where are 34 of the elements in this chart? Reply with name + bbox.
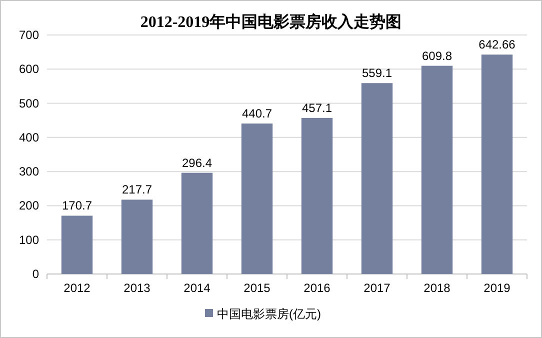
bar xyxy=(241,124,273,274)
y-tick-label: 100 xyxy=(18,232,40,247)
x-tick-label: 2012 xyxy=(64,281,91,295)
x-tick-label: 2019 xyxy=(484,281,511,295)
y-tick-label: 400 xyxy=(18,130,40,144)
bar xyxy=(301,118,333,274)
y-tick-label: 700 xyxy=(18,28,40,42)
x-tick-label: 2013 xyxy=(124,281,151,295)
bar xyxy=(481,54,513,274)
x-tick-label: 2015 xyxy=(244,281,271,295)
bar xyxy=(361,83,393,274)
data-label: 217.7 xyxy=(122,182,152,197)
x-tick-label: 2017 xyxy=(364,281,391,295)
data-label: 609.8 xyxy=(422,48,452,63)
y-tick-label: 600 xyxy=(18,62,40,76)
y-tick-label: 0 xyxy=(32,267,40,281)
data-label: 440.7 xyxy=(242,106,272,121)
bar xyxy=(421,66,453,274)
x-tick-label: 2014 xyxy=(184,281,211,295)
bar xyxy=(61,216,93,274)
data-label: 457.1 xyxy=(302,100,332,115)
x-tick-label: 2016 xyxy=(304,281,331,295)
legend-label: 中国电影票房(亿元) xyxy=(217,307,321,321)
y-tick-label: 200 xyxy=(18,198,40,213)
data-label: 170.7 xyxy=(62,198,92,213)
y-tick-label: 500 xyxy=(18,96,40,110)
data-label: 642.66 xyxy=(478,38,516,52)
bar xyxy=(121,200,153,274)
data-label: 296.4 xyxy=(182,156,212,170)
y-tick-label: 300 xyxy=(18,164,40,179)
bar xyxy=(181,172,213,274)
data-label: 559.1 xyxy=(362,66,392,80)
x-tick-label: 2018 xyxy=(424,281,451,295)
chart-title: 2012-2019年中国电影票房收入走势图 xyxy=(140,12,402,31)
